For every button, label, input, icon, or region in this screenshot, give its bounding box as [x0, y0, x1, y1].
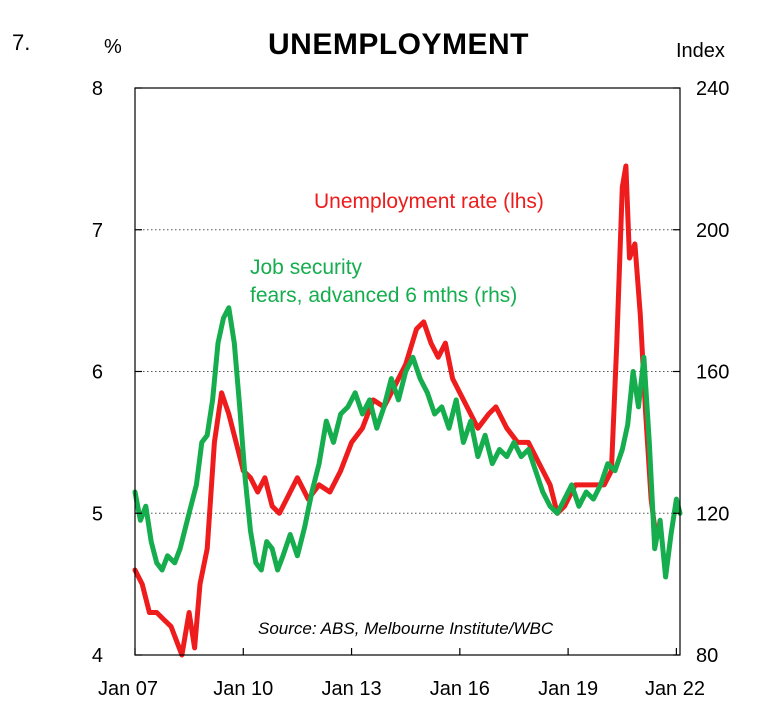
x-tick-label-0: Jan 07: [98, 678, 158, 700]
x-tick-label-4: Jan 19: [538, 678, 598, 700]
left-axis-unit: %: [104, 36, 122, 58]
source-note: Source: ABS, Melbourne Institute/WBC: [258, 619, 554, 638]
job-security-fears-line: [132, 305, 683, 580]
right-tick-label-1: 120: [696, 503, 729, 525]
right-tick-label-0: 80: [696, 645, 718, 667]
series-layer: [132, 163, 683, 658]
x-tick-label-1: Jan 10: [213, 678, 273, 700]
x-tick-label-3: Jan 16: [430, 678, 490, 700]
right-axis-unit: Index: [676, 40, 725, 62]
job-security-label-line1: Job security: [250, 256, 363, 279]
chart-title: UNEMPLOYMENT: [268, 28, 529, 61]
left-tick-label-4: 8: [92, 78, 103, 100]
left-tick-label-1: 5: [92, 503, 103, 525]
x-tick-label-5: Jan 22: [645, 678, 705, 700]
unemployment-series-label: Unemployment rate (lhs): [314, 190, 544, 213]
job-security-label-line2: fears, advanced 6 mths (rhs): [250, 284, 517, 307]
left-tick-label-3: 7: [92, 220, 103, 242]
right-axis-ticks: 80 120 160 200 240: [673, 78, 729, 667]
left-axis-ticks: 4 5 6 7 8: [92, 78, 142, 667]
left-tick-label-0: 4: [92, 645, 103, 667]
x-axis-ticks: Jan 07 Jan 10 Jan 13 Jan 16 Jan 19 Jan 22: [98, 648, 705, 700]
x-tick-label-2: Jan 13: [322, 678, 382, 700]
right-tick-label-2: 160: [696, 362, 729, 384]
figure-number: 7.: [12, 30, 31, 55]
left-tick-label-2: 6: [92, 362, 103, 384]
right-tick-label-3: 200: [696, 220, 729, 242]
right-tick-label-4: 240: [696, 78, 729, 100]
